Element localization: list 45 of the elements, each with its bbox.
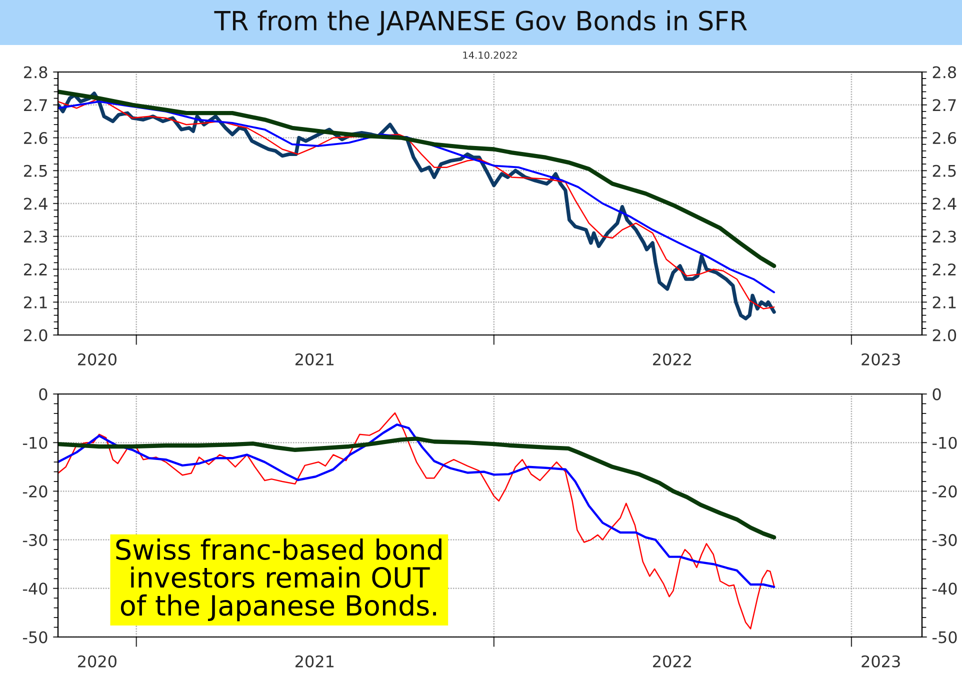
y-tick-label: 2.2 xyxy=(24,263,47,276)
y-tick-label: -50 xyxy=(22,631,48,644)
y2-tick-label: 2.7 xyxy=(932,99,956,111)
x-tick-label: 2022 xyxy=(653,353,691,366)
line-series xyxy=(58,436,776,540)
y-tick-label: 0 xyxy=(39,388,48,400)
y2-tick-label: -40 xyxy=(932,582,957,595)
x-tick-label: 2021 xyxy=(296,353,334,366)
y2-tick-label: 2.3 xyxy=(932,230,956,243)
x-tick-label: 2021 xyxy=(296,655,334,668)
x-tick-label: 2020 xyxy=(78,655,116,668)
y-tick-label: -40 xyxy=(22,582,48,595)
y-tick-label: -10 xyxy=(22,436,48,449)
y2-tick-label: -50 xyxy=(932,631,957,644)
y2-tick-label: 0 xyxy=(932,388,941,400)
y2-tick-label: -20 xyxy=(932,485,957,498)
y-tick-label: -20 xyxy=(22,485,48,498)
y2-tick-label: -30 xyxy=(932,534,957,546)
y-tick-label: 2.5 xyxy=(24,164,47,177)
y-tick-label: 2.7 xyxy=(24,99,47,111)
y-tick-label: 2.6 xyxy=(24,132,48,144)
chart-subtitle: 14.10.2022 xyxy=(463,51,517,59)
annotation: Swiss franc-based bond investors remain OUT of the Japanese Bonds. xyxy=(116,538,442,622)
chart-title: TR from the JAPANESE Gov Bonds in SFR xyxy=(214,10,747,36)
line-series xyxy=(58,412,775,630)
x-tick-label: 2023 xyxy=(862,353,900,366)
x-tick-label: 2022 xyxy=(653,655,691,668)
y2-tick-label: 2.1 xyxy=(932,296,956,308)
y-tick-label: 2.8 xyxy=(24,66,48,78)
line-series xyxy=(58,424,776,588)
x-tick-label: 2023 xyxy=(862,655,900,668)
y2-tick-label: 2.6 xyxy=(932,132,956,144)
y-tick-label: 2.0 xyxy=(24,329,48,342)
y2-tick-label: 2.8 xyxy=(932,66,956,78)
y-tick-label: 2.1 xyxy=(24,296,47,308)
line-series xyxy=(58,90,776,268)
x-tick-label: 2020 xyxy=(78,353,116,366)
y2-tick-label: 2.0 xyxy=(932,329,956,342)
y-tick-label: 2.3 xyxy=(24,230,47,243)
y-tick-label: -30 xyxy=(22,534,48,546)
y-tick-label: 2.4 xyxy=(24,198,48,210)
y2-tick-label: 2.4 xyxy=(932,198,956,210)
y2-tick-label: -10 xyxy=(932,436,957,449)
y2-tick-label: 2.5 xyxy=(932,164,956,177)
y2-tick-label: 2.2 xyxy=(932,263,956,276)
